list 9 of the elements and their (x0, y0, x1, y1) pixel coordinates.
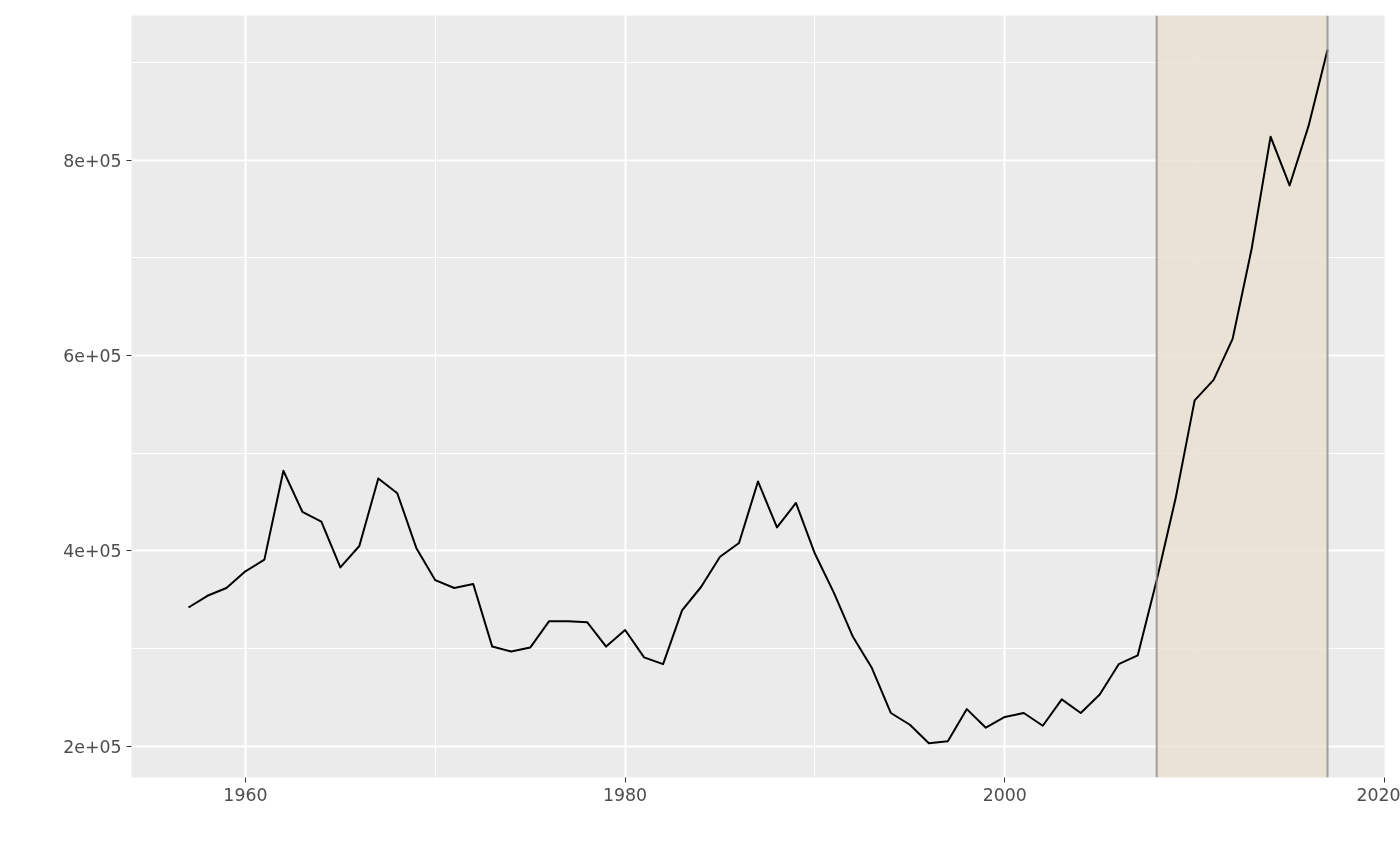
x-tick-label: 1960 (223, 784, 268, 805)
y-tick-label: 8e+05 (63, 150, 122, 171)
line-series (187, 48, 1329, 745)
x-tick-label: 2020 (1356, 784, 1400, 805)
y-tick-label: 4e+05 (63, 541, 122, 562)
x-tick-label: 2000 (982, 784, 1027, 805)
y-tick-label: 6e+05 (63, 345, 122, 366)
x-tick-label: 1980 (603, 784, 648, 805)
y-tick-label: 2e+05 (63, 736, 122, 757)
